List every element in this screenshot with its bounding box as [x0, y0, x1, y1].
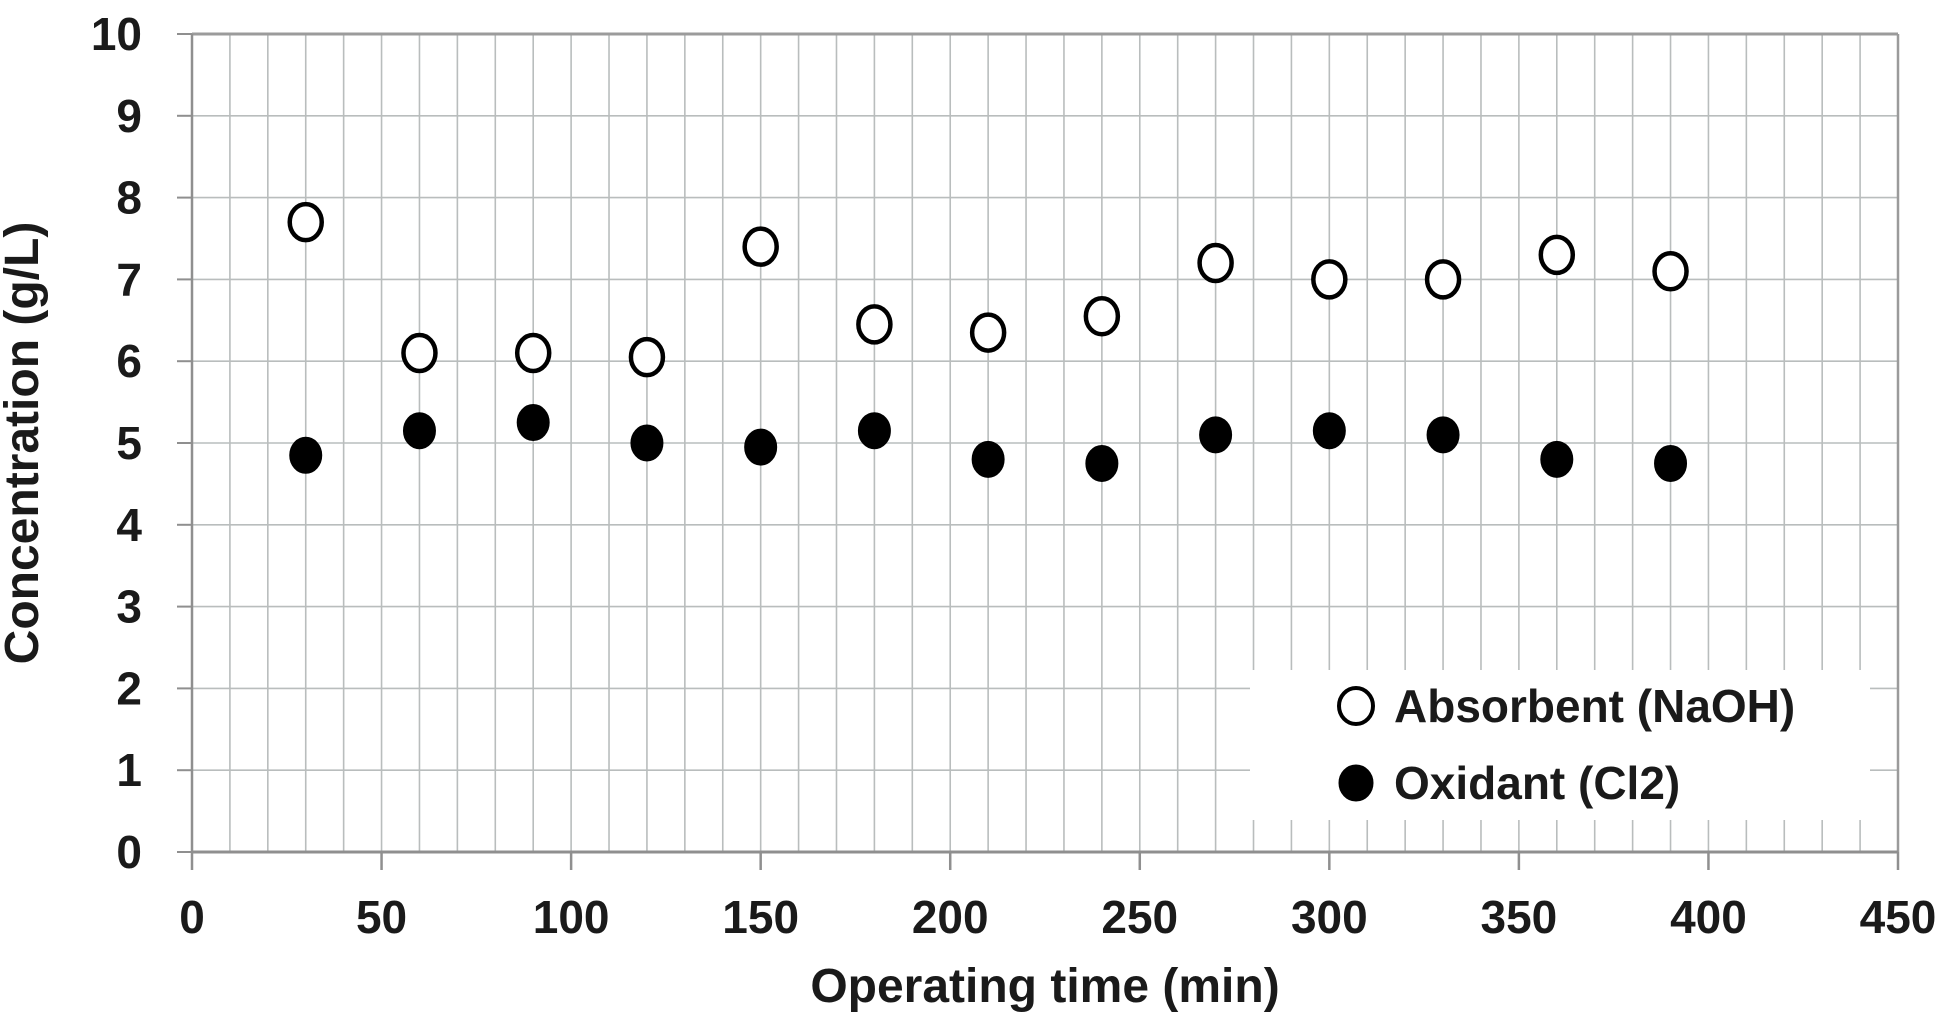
y-tick-label: 9 — [116, 90, 142, 142]
y-tick-label: 5 — [116, 417, 142, 469]
y-tick-label: 7 — [116, 253, 142, 305]
data-point-oxidant — [516, 404, 550, 442]
data-point-oxidant — [1085, 444, 1119, 482]
y-tick-label: 10 — [91, 8, 142, 60]
plot-borders — [190, 32, 1900, 854]
data-point-oxidant — [630, 424, 664, 462]
x-tick-label: 0 — [179, 891, 205, 943]
data-point-oxidant — [1312, 412, 1346, 450]
data-point-absorbent — [1083, 295, 1121, 337]
x-tick-label: 400 — [1670, 891, 1747, 943]
data-point-oxidant — [971, 440, 1005, 478]
data-point-absorbent — [1538, 234, 1576, 276]
data-point-absorbent — [401, 332, 438, 374]
data-point-oxidant — [289, 436, 323, 474]
data-point-absorbent — [969, 312, 1007, 353]
x-tick-label: 350 — [1481, 891, 1558, 943]
data-point-absorbent — [287, 201, 324, 243]
y-tick-label: 2 — [116, 662, 142, 714]
data-point-oxidant — [857, 412, 891, 450]
legend-label: Oxidant (Cl2) — [1394, 757, 1680, 809]
x-tick-label: 150 — [722, 891, 799, 943]
data-point-absorbent — [514, 332, 552, 374]
y-tick-label: 8 — [116, 172, 142, 224]
legend: Absorbent (NaOH) Oxidant (Cl2) — [1337, 680, 1795, 809]
y-tick-label: 3 — [116, 581, 142, 633]
data-point-oxidant — [1654, 444, 1688, 482]
y-axis-title: Concentration (g/L) — [0, 222, 49, 665]
data-point-absorbent — [1197, 242, 1234, 284]
tick-marks — [177, 33, 1900, 870]
tick-labels: 0 50 100 150 200 250 300 350 400 450 0 1 2 3 4 5 6 7 8 9 10 — [91, 8, 1937, 943]
x-tick-label: 200 — [912, 891, 989, 943]
filled-circle-icon — [1338, 764, 1374, 802]
data-point-oxidant — [744, 428, 778, 466]
data-point-absorbent — [1311, 259, 1348, 300]
y-tick-label: 4 — [116, 499, 142, 551]
x-tick-label: 300 — [1291, 891, 1368, 943]
x-tick-label: 50 — [356, 891, 407, 943]
legend-label: Absorbent (NaOH) — [1394, 680, 1795, 732]
data-point-oxidant — [1199, 416, 1233, 454]
y-tick-label: 6 — [116, 335, 142, 387]
x-tick-label: 450 — [1860, 891, 1937, 943]
data-point-absorbent — [742, 226, 779, 267]
data-point-oxidant — [1426, 416, 1460, 454]
open-circle-icon — [1337, 686, 1375, 726]
data-points — [287, 201, 1689, 482]
data-point-absorbent — [856, 304, 893, 345]
data-point-absorbent — [628, 336, 666, 378]
data-point-oxidant — [402, 412, 436, 450]
y-tick-label: 1 — [116, 744, 142, 796]
data-point-oxidant — [1540, 440, 1574, 478]
x-tick-label: 250 — [1101, 891, 1178, 943]
data-point-absorbent — [1652, 250, 1689, 292]
x-axis-title: Operating time (min) — [810, 960, 1279, 1013]
data-point-absorbent — [1424, 259, 1462, 300]
x-tick-label: 100 — [533, 891, 610, 943]
y-tick-label: 0 — [116, 826, 142, 878]
